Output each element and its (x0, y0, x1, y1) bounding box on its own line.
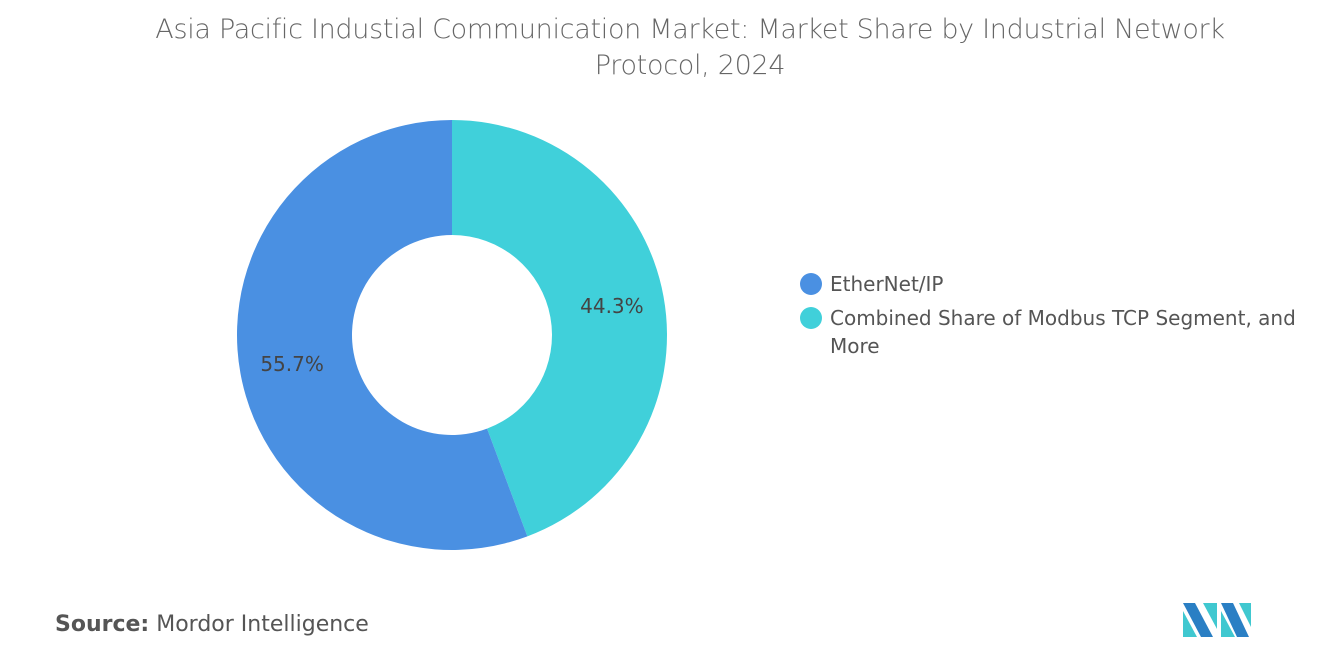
legend-label: Combined Share of Modbus TCP Segment, an… (830, 306, 1296, 358)
legend-label: EtherNet/IP (830, 272, 944, 296)
donut-slice-1[interactable] (452, 120, 667, 537)
legend-item-ethernet-ip[interactable]: EtherNet/IP (800, 270, 1320, 298)
source-label: Source: (55, 612, 150, 637)
source-value: Mordor Intelligence (156, 612, 369, 637)
donut-slice-0[interactable] (236, 120, 528, 550)
legend-item-combined-share[interactable]: Combined Share of Modbus TCP Segment, an… (800, 304, 1320, 360)
data-label-1: 44.3% (580, 294, 644, 318)
mordor-intelligence-logo (1183, 603, 1251, 637)
source-note: Source: Mordor Intelligence (55, 612, 369, 637)
legend: EtherNet/IP Combined Share of Modbus TCP… (800, 270, 1320, 366)
data-label-0: 55.7% (260, 352, 324, 376)
legend-swatch (800, 307, 822, 329)
chart-title: Asia Pacific Industial Communication Mar… (155, 14, 1225, 81)
legend-swatch (800, 273, 822, 295)
